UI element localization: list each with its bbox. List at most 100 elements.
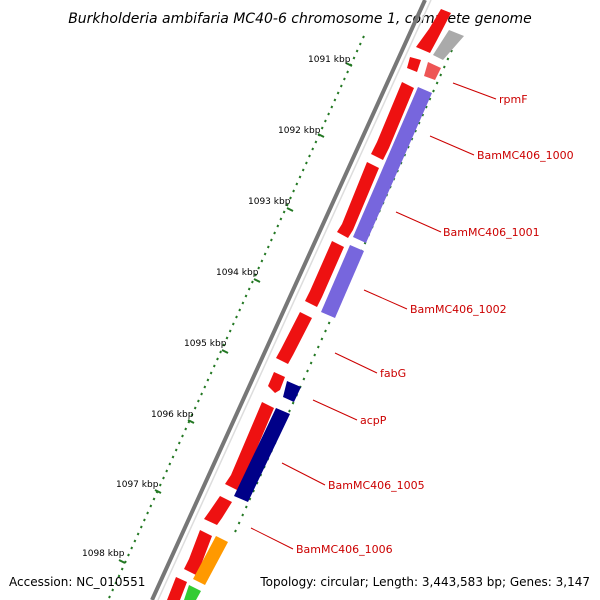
backbone-inner-line (157, 0, 432, 600)
track-dot (241, 513, 245, 517)
feature-forward-cds[interactable] (305, 241, 344, 307)
track-dot (352, 56, 356, 60)
track-dot (336, 91, 340, 95)
feature-reverse-acpp[interactable] (283, 381, 301, 402)
track-dot (222, 343, 226, 347)
callout-lines (250, 82, 497, 550)
track-dot (149, 504, 153, 508)
gene-label-bammc406-1002[interactable]: BamMC406_1002 (410, 303, 507, 316)
track-dot (216, 357, 219, 361)
accession-text: Accession: NC_010551 (9, 575, 145, 589)
callout-line (452, 82, 497, 100)
feature-forward-cds[interactable] (416, 9, 451, 53)
track-dot (184, 427, 188, 431)
backbone-outer-line (150, 0, 427, 600)
tick-dot-track (108, 35, 365, 599)
feature-forward-cds[interactable] (407, 57, 421, 72)
callout-line (363, 289, 408, 310)
genome-summary-text: Topology: circular; Length: 3,443,583 bp… (259, 575, 590, 589)
track-dot (171, 455, 175, 459)
track-dot (152, 497, 156, 501)
track-dot (257, 266, 261, 270)
track-dot (295, 182, 299, 186)
track-dot (174, 448, 178, 452)
track-dot (193, 406, 197, 410)
feature-forward-cds[interactable] (268, 372, 285, 393)
track-dot (251, 280, 254, 284)
scale-tick (118, 559, 126, 564)
track-dot (270, 238, 273, 242)
feature-forward-cds[interactable] (276, 312, 312, 364)
tick-label-1096: 1096 kbp (151, 410, 194, 420)
track-dot (358, 42, 362, 46)
track-dot (439, 73, 443, 77)
feature-forward-cds[interactable] (337, 162, 379, 238)
track-dot (162, 476, 165, 480)
gene-label-bammc406-1000[interactable]: BamMC406_1000 (477, 149, 574, 162)
tick-label-1091: 1091 kbp (308, 55, 351, 65)
gene-label-bammc406-1001[interactable]: BamMC406_1001 (443, 226, 540, 239)
track-dot (302, 377, 306, 381)
track-dot (237, 521, 241, 525)
tick-label-1098: 1098 kbp (82, 549, 125, 559)
track-dot (209, 371, 213, 375)
track-dot (197, 399, 200, 403)
callout-line (395, 211, 442, 233)
track-dot (241, 301, 245, 305)
track-dot (247, 287, 251, 291)
track-dot (139, 525, 143, 529)
gene-label-bammc406-1005[interactable]: BamMC406_1005 (328, 479, 425, 492)
track-dot (333, 98, 337, 102)
track-dot (254, 273, 257, 277)
callout-line (429, 135, 475, 156)
feature-forward-cds[interactable] (204, 496, 232, 525)
feature-forward-cds[interactable] (371, 82, 414, 160)
track-dot (120, 567, 124, 571)
track-dot (324, 119, 327, 123)
forward-strand-features (167, 9, 451, 600)
feature-reverse-1005[interactable] (234, 408, 290, 502)
scale-tick (253, 278, 261, 283)
scale-ticks: 1091 kbp 1092 kbp 1093 kbp 1094 kbp 1095… (82, 55, 353, 564)
track-dot (424, 105, 428, 109)
track-dot (114, 581, 118, 585)
track-dot (288, 409, 291, 413)
track-dot (127, 553, 130, 557)
track-dot (320, 337, 324, 341)
feature-rna[interactable] (193, 536, 228, 585)
feature-forward-cds[interactable] (225, 402, 274, 490)
track-dot (308, 154, 311, 158)
feature-forward-cds[interactable] (167, 577, 187, 600)
feature-forward-cds[interactable] (184, 530, 212, 575)
track-dot (181, 434, 184, 438)
track-dot (432, 89, 435, 93)
gene-label-fabg[interactable]: fabG (380, 367, 406, 380)
gene-label-rpmf[interactable]: rpmF (499, 93, 528, 106)
feature-reverse-rpmf[interactable] (424, 62, 441, 80)
gene-label-bammc406-1006[interactable]: BamMC406_1006 (296, 543, 393, 556)
callout-line (250, 527, 294, 550)
track-dot (248, 497, 252, 501)
gene-label-acpp[interactable]: acpP (360, 414, 387, 427)
tick-label-1097: 1097 kbp (116, 480, 159, 490)
track-dot (219, 350, 222, 354)
feature-reverse-1002[interactable] (321, 245, 364, 318)
feature-reverse-1000[interactable] (353, 87, 432, 243)
track-dot (206, 378, 210, 382)
track-dot (450, 49, 453, 53)
track-dot (327, 112, 330, 116)
track-dot (190, 413, 194, 417)
track-dot (291, 401, 295, 405)
track-dot (316, 345, 320, 349)
feature-pseudogene[interactable] (433, 30, 464, 60)
track-dot (225, 336, 229, 340)
track-dot (231, 322, 235, 326)
track-dot (244, 505, 248, 509)
tick-label-1092: 1092 kbp (278, 126, 321, 136)
track-dot (228, 329, 232, 333)
feature-green[interactable] (184, 585, 201, 600)
callout-line (281, 462, 326, 486)
track-dot (339, 84, 343, 88)
reverse-strand-features (184, 30, 464, 600)
